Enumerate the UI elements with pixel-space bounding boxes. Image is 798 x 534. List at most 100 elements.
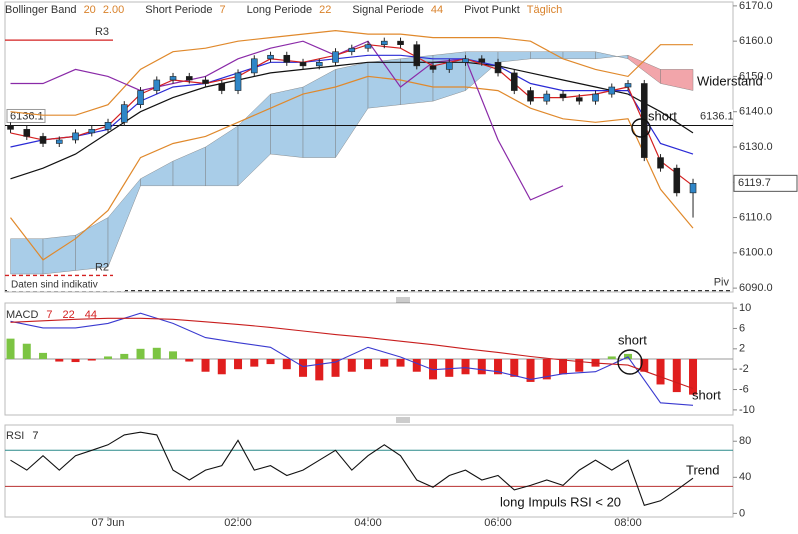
indicator-param: 44 bbox=[431, 4, 443, 16]
y-tick-label: 6160.0 bbox=[739, 35, 773, 47]
last-price: 6119.7 bbox=[738, 177, 771, 189]
histogram-bar bbox=[526, 359, 535, 382]
y-tick-label: 6170.0 bbox=[739, 0, 773, 12]
indicator-name: Long Periode bbox=[247, 4, 312, 16]
indicator-name: Signal Periode bbox=[352, 4, 424, 16]
candle-body bbox=[185, 76, 193, 81]
candle-body bbox=[250, 58, 258, 74]
candle-body bbox=[299, 62, 307, 67]
macd-line bbox=[10, 317, 694, 390]
histogram-bar bbox=[396, 359, 405, 367]
note-box bbox=[7, 278, 125, 291]
histogram-bar bbox=[331, 359, 340, 377]
y-tick-label: -2 bbox=[739, 363, 749, 375]
histogram-bar bbox=[445, 359, 454, 377]
candle-body bbox=[23, 129, 31, 137]
histogram-bar bbox=[542, 359, 551, 380]
histogram-bar bbox=[347, 359, 356, 372]
candle-body bbox=[55, 139, 63, 144]
y-tick-label: 6130.0 bbox=[739, 141, 773, 153]
histogram-bar bbox=[201, 359, 210, 372]
candle-body bbox=[283, 54, 291, 63]
candle-body bbox=[88, 129, 96, 134]
histogram-bar bbox=[607, 356, 616, 359]
panel-param: 22 bbox=[63, 309, 75, 321]
histogram-bar bbox=[461, 359, 470, 375]
histogram-bar bbox=[477, 359, 486, 375]
cloud bbox=[530, 51, 564, 60]
cloud bbox=[367, 58, 401, 109]
indicator-line bbox=[10, 75, 694, 261]
y-tick-label: -10 bbox=[739, 404, 755, 416]
candle-body bbox=[153, 79, 161, 91]
histogram-bar bbox=[185, 359, 194, 362]
annotation: short bbox=[618, 332, 647, 347]
signal-circle bbox=[631, 118, 651, 138]
last-price-box bbox=[733, 174, 798, 192]
histogram-bar bbox=[299, 359, 308, 377]
pivot-label: R2 bbox=[95, 261, 109, 273]
histogram-bar bbox=[39, 352, 48, 359]
histogram-bar bbox=[169, 351, 178, 359]
candle-body bbox=[348, 47, 356, 53]
y-tick-label: 6100.0 bbox=[739, 247, 773, 259]
indicator-param: 22 bbox=[319, 4, 331, 16]
histogram-bar bbox=[6, 338, 15, 359]
splitter[interactable] bbox=[396, 417, 410, 423]
candle-body bbox=[169, 76, 177, 81]
candle-body bbox=[640, 83, 648, 158]
pivot-label: R3 bbox=[95, 26, 109, 38]
histogram-bar bbox=[250, 359, 259, 367]
y-tick-label: 0 bbox=[739, 507, 745, 519]
y-tick-label: 6090.0 bbox=[739, 282, 773, 294]
histogram-bar bbox=[217, 359, 226, 375]
panel-param: 7 bbox=[32, 430, 38, 442]
candle-body bbox=[234, 72, 242, 91]
histogram-bar bbox=[656, 359, 665, 385]
annotation: short bbox=[692, 387, 721, 402]
histogram-bar bbox=[136, 348, 145, 359]
y-tick-label: 10 bbox=[739, 302, 751, 314]
candle-body bbox=[494, 62, 502, 74]
histogram-bar bbox=[152, 347, 161, 359]
x-tick-label: 08:00 bbox=[614, 517, 642, 529]
cloud bbox=[42, 234, 76, 275]
candle-body bbox=[380, 40, 388, 45]
x-tick-label: 06:00 bbox=[484, 517, 512, 529]
candle-body bbox=[429, 65, 437, 70]
marker-label: 6136.1 bbox=[700, 110, 734, 122]
annotation: short bbox=[648, 108, 677, 123]
candle-body bbox=[673, 167, 681, 194]
y-tick-label: 6150.0 bbox=[739, 70, 773, 82]
histogram-bar bbox=[672, 359, 681, 393]
indicator-name: Bollinger Band bbox=[5, 4, 77, 16]
indicator-line bbox=[10, 40, 564, 201]
histogram-bar bbox=[364, 359, 373, 370]
cloud bbox=[10, 238, 44, 275]
histogram-bar bbox=[640, 359, 649, 372]
histogram-bar bbox=[266, 359, 275, 365]
candle-body bbox=[397, 40, 404, 45]
indicator-param: 7 bbox=[220, 4, 226, 16]
splitter[interactable] bbox=[396, 297, 410, 303]
pivot-label: Piv bbox=[714, 276, 730, 288]
y-tick-label: -6 bbox=[739, 383, 749, 395]
candle-body bbox=[445, 62, 453, 70]
candle-body bbox=[332, 51, 339, 63]
candle-body bbox=[559, 93, 567, 98]
panel-title: MACD bbox=[6, 309, 38, 321]
indicator-name: Pivot Punkt bbox=[464, 4, 520, 16]
candle-body bbox=[689, 183, 697, 194]
cloud bbox=[270, 86, 304, 158]
y-tick-label: 80 bbox=[739, 435, 751, 447]
histogram-bar bbox=[380, 359, 389, 367]
candle-body bbox=[462, 58, 469, 63]
histogram-bar bbox=[22, 343, 31, 359]
histogram-bar bbox=[282, 359, 291, 370]
indicator-param: 2.00 bbox=[103, 4, 124, 16]
histogram-bar bbox=[510, 359, 519, 377]
candle-body bbox=[104, 122, 112, 130]
candle-body bbox=[218, 83, 226, 91]
histogram-bar bbox=[234, 359, 243, 370]
